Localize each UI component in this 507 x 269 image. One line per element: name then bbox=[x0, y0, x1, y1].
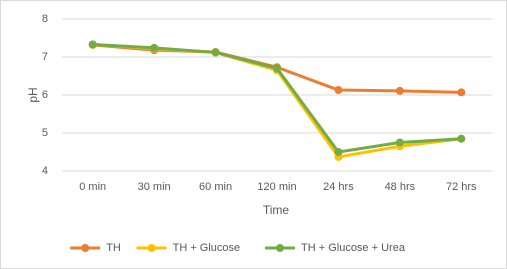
data-point bbox=[273, 64, 281, 73]
data-point bbox=[457, 134, 466, 143]
x-tick-label: 48 hrs bbox=[385, 181, 416, 193]
legend-marker bbox=[276, 244, 284, 252]
x-tick-label: 24 hrs bbox=[323, 181, 354, 193]
data-point bbox=[395, 86, 404, 95]
x-axis-title: Time bbox=[263, 203, 290, 217]
data-point bbox=[457, 88, 466, 97]
x-tick-label: 0 min bbox=[79, 181, 106, 193]
y-axis-title: pH bbox=[26, 87, 40, 102]
data-point bbox=[334, 148, 343, 156]
y-tick-label: 7 bbox=[42, 51, 48, 63]
legend-marker bbox=[147, 244, 156, 252]
data-point bbox=[395, 138, 404, 147]
y-tick-label: 8 bbox=[42, 13, 48, 25]
y-tick-label: 4 bbox=[42, 165, 48, 177]
data-point bbox=[211, 48, 220, 57]
legend-label: TH + Glucose bbox=[173, 242, 241, 254]
legend-marker bbox=[81, 244, 90, 252]
data-point bbox=[88, 40, 97, 49]
y-tick-label: 6 bbox=[42, 89, 48, 101]
data-point bbox=[150, 43, 159, 52]
y-tick-label: 5 bbox=[42, 127, 48, 139]
x-tick-label: 72 hrs bbox=[446, 181, 477, 193]
legend-label: TH bbox=[106, 242, 121, 254]
x-tick-label: 120 min bbox=[257, 181, 296, 193]
legend-label: TH + Glucose + Urea bbox=[301, 242, 406, 254]
x-tick-label: 60 min bbox=[199, 181, 232, 193]
data-point bbox=[334, 86, 343, 95]
x-tick-label: 30 min bbox=[138, 181, 171, 193]
